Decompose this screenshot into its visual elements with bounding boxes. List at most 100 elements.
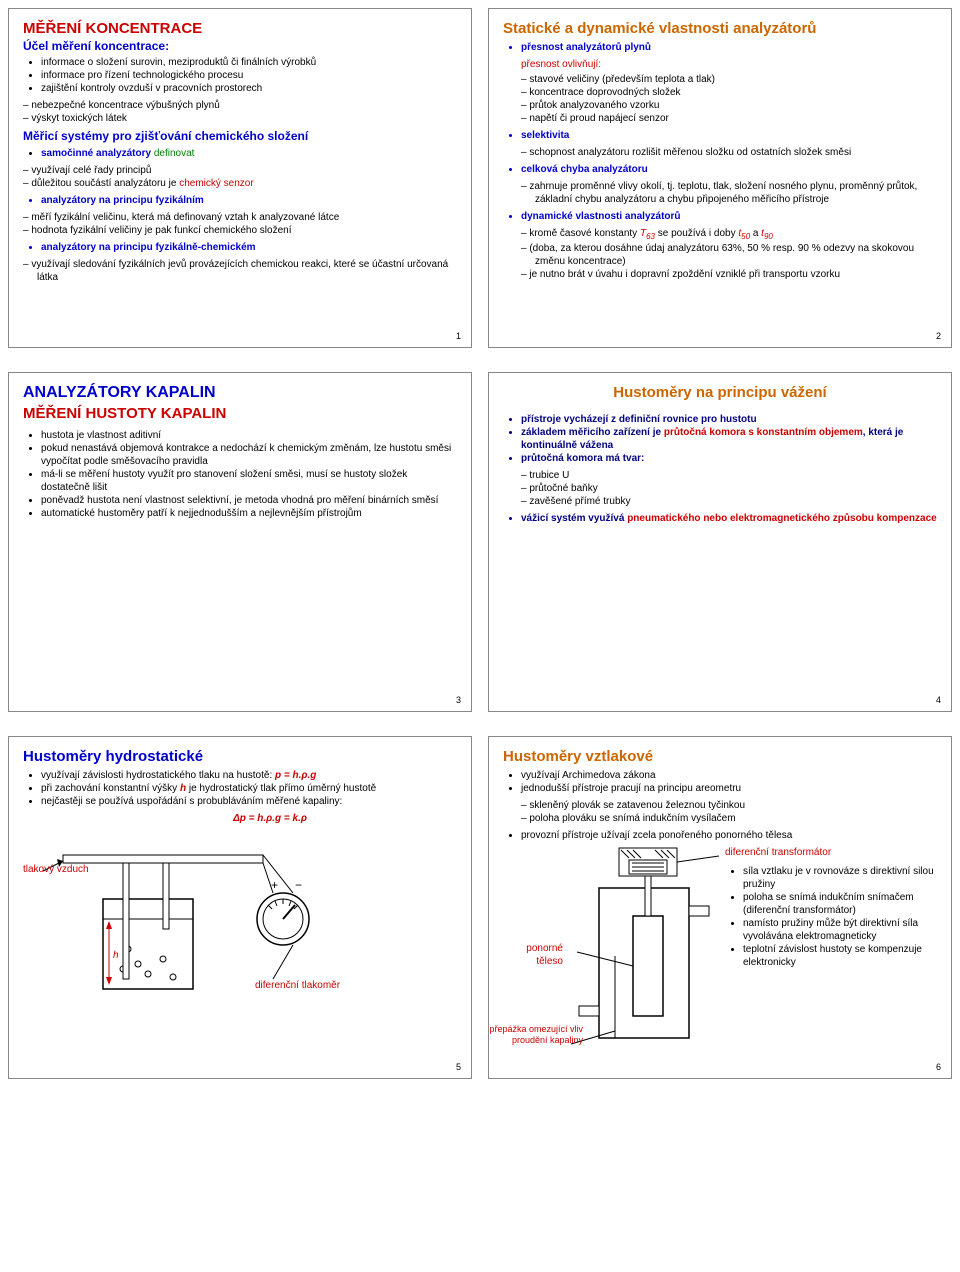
slide3-title1: ANALYZÁTORY KAPALIN: [23, 383, 457, 404]
text: kromě časové konstanty: [529, 228, 640, 239]
diagram-label-manometer: diferenční tlakoměr: [255, 979, 340, 992]
list-item: přesnost analyzátorů plynů: [521, 41, 937, 54]
list-item: kromě časové konstanty T63 se používá i …: [535, 227, 937, 242]
list-item: poněvadž hustota není vlastnost selektiv…: [41, 494, 457, 507]
list-item: (doba, za kterou dosáhne údaj analyzátor…: [535, 242, 937, 268]
list-item: průtočné baňky: [535, 482, 937, 495]
list-item: teplotní závislost hustoty se kompenzuje…: [743, 943, 937, 969]
diagram-label-h: h: [113, 949, 119, 962]
slide-number: 4: [936, 695, 941, 707]
list-item: využívají Archimedova zákona: [521, 769, 937, 782]
list-item: napětí či proud napájecí senzor: [535, 112, 937, 125]
slide5-title: Hustoměry hydrostatické: [23, 747, 457, 767]
slide3-title2: MĚŘENÍ HUSTOTY KAPALIN: [23, 404, 457, 424]
slide-5: Hustoměry hydrostatické využívají závisl…: [8, 736, 472, 1079]
list-item: využívají celé řady principů: [37, 164, 457, 177]
text: 63: [646, 232, 655, 241]
text: vážicí systém využívá: [521, 513, 627, 524]
text: využívají závislosti hydrostatického tla…: [41, 770, 275, 781]
diagram-label-baffle: přepážka omezující vliv proudění kapalin…: [483, 1024, 583, 1047]
list-item: trubice U: [535, 469, 937, 482]
list-item: schopnost analyzátoru rozlišit měřenou s…: [535, 146, 937, 159]
text: 50: [741, 232, 750, 241]
list-item: základem měřicího zařízení je průtočná k…: [521, 426, 937, 452]
slide-number: 3: [456, 695, 461, 707]
list-item: poloha plováku se snímá indukčním vysíla…: [535, 812, 937, 825]
list-item: dynamické vlastnosti analyzátorů: [521, 210, 937, 223]
buoyancy-diagram: [569, 846, 719, 1056]
list-item: hodnota fyzikální veličiny je pak funkcí…: [37, 224, 457, 237]
text: p = h.ρ.g: [275, 770, 316, 781]
list-item: jednodušší přístroje pracují na principu…: [521, 782, 937, 795]
text: Δp = h.ρ.g = k.ρ: [233, 813, 307, 824]
subheading: přesnost ovlivňují:: [521, 58, 937, 71]
text: se používá i doby: [655, 228, 738, 239]
list-item: skleněný plovák se zatavenou železnou ty…: [535, 799, 937, 812]
slide1-subtitle: Účel měření koncentrace:: [23, 39, 457, 55]
list-item: samočinné analyzátory definovat: [41, 147, 457, 160]
slide1-title: MĚŘENÍ KONCENTRACE: [23, 19, 457, 39]
list-item: stavové veličiny (především teplota a tl…: [535, 73, 937, 86]
slide-6: Hustoměry vztlakové využívají Archimedov…: [488, 736, 952, 1079]
text: chemický senzor: [179, 178, 253, 189]
text: a: [750, 228, 761, 239]
slide-1: MĚŘENÍ KONCENTRACE Účel měření koncentra…: [8, 8, 472, 348]
equation: Δp = h.ρ.g = k.ρ: [83, 812, 457, 825]
slide-number: 2: [936, 331, 941, 343]
list-item: nejčastěji se používá uspořádání s probu…: [41, 795, 457, 808]
text: základem měřicího zařízení je: [521, 427, 664, 438]
list-item: koncentrace doprovodných složek: [535, 86, 937, 99]
list-item: zavěšené přímé trubky: [535, 495, 937, 508]
slide-number: 6: [936, 1062, 941, 1074]
list-item: nebezpečné koncentrace výbušných plynů: [37, 99, 457, 112]
text: definovat: [154, 148, 195, 159]
diagram-label-body: ponorné těleso: [503, 942, 563, 968]
list-item: měří fyzikální veličinu, která má defino…: [37, 211, 457, 224]
list-item: průtočná komora má tvar:: [521, 452, 937, 465]
list-item: poloha se snímá indukčním snímačem (dife…: [743, 891, 937, 917]
list-item: selektivita: [521, 129, 937, 142]
list-item: přístroje vycházejí z definiční rovnice …: [521, 413, 937, 426]
list-item: namísto pružiny může být direktivní síla…: [743, 917, 937, 943]
list-item: průtok analyzovaného vzorku: [535, 99, 937, 112]
list-item: pokud nenastává objemová kontrakce a ned…: [41, 442, 457, 468]
hydrostatic-diagram: + −: [23, 829, 383, 999]
slide6-title: Hustoměry vztlakové: [503, 747, 937, 767]
list-item: důležitou součástí analyzátoru je chemic…: [37, 177, 457, 190]
slide2-title: Statické a dynamické vlastnosti analyzát…: [503, 19, 937, 39]
slide-4: Hustoměry na principu vážení přístroje v…: [488, 372, 952, 712]
list-item: automatické hustoměry patří k nejjednodu…: [41, 507, 457, 520]
svg-text:−: −: [295, 878, 302, 892]
list-item: analyzátory na principu fyzikálním: [41, 194, 457, 207]
slide-number: 1: [456, 331, 461, 343]
slide-3: ANALYZÁTORY KAPALIN MĚŘENÍ HUSTOTY KAPAL…: [8, 372, 472, 712]
list-item: při zachování konstantní výšky h je hydr…: [41, 782, 457, 795]
list-item: informace o složení surovin, meziprodukt…: [41, 56, 457, 69]
text: je hydrostatický tlak přímo úměrný husto…: [186, 783, 376, 794]
list-item: hustota je vlastnost aditivní: [41, 429, 457, 442]
list-item: informace pro řízení technologického pro…: [41, 69, 457, 82]
slide1-h2: Měřicí systémy pro zjišťování chemického…: [23, 129, 457, 145]
list-item: má-li se měření hustoty využít pro stano…: [41, 468, 457, 494]
slide-number: 5: [456, 1062, 461, 1074]
diagram-label-transformer: diferenční transformátor: [725, 846, 937, 859]
list-item: je nutno brát v úvahu i dopravní zpožděn…: [535, 268, 937, 281]
slide-2: Statické a dynamické vlastnosti analyzát…: [488, 8, 952, 348]
slide4-title: Hustoměry na principu vážení: [503, 383, 937, 403]
list-item: využívají závislosti hydrostatického tla…: [41, 769, 457, 782]
list-item: analyzátory na principu fyzikálně-chemic…: [41, 241, 457, 254]
list-item: zahrnuje proměnné vlivy okolí, tj. teplo…: [535, 180, 937, 206]
list-item: výskyt toxických látek: [37, 112, 457, 125]
text: 90: [764, 232, 773, 241]
text: samočinné analyzátory: [41, 148, 151, 159]
text: důležitou součástí analyzátoru je: [31, 178, 179, 189]
list-item: vážicí systém využívá pneumatického nebo…: [521, 512, 937, 525]
list-item: zajištění kontroly ovzduší v pracovních …: [41, 82, 457, 95]
list-item: využívají sledování fyzikálních jevů pro…: [37, 258, 457, 284]
text: při zachování konstantní výšky: [41, 783, 180, 794]
list-item: celková chyba analyzátoru: [521, 163, 937, 176]
svg-text:+: +: [271, 878, 278, 892]
text: pneumatického nebo elektromagnetického z…: [627, 513, 937, 524]
text: průtočná komora s konstantním objemem: [664, 427, 863, 438]
list-item: síla vztlaku je v rovnováze s direktivní…: [743, 865, 937, 891]
